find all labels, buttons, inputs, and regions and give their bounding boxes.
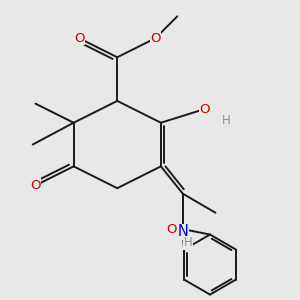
Text: O: O [150,32,161,45]
Text: H: H [222,113,231,127]
Text: H: H [184,236,193,249]
Text: O: O [30,179,41,192]
Text: O: O [167,223,177,236]
Text: N: N [177,224,188,239]
Text: O: O [74,32,84,45]
Text: O: O [199,103,210,116]
